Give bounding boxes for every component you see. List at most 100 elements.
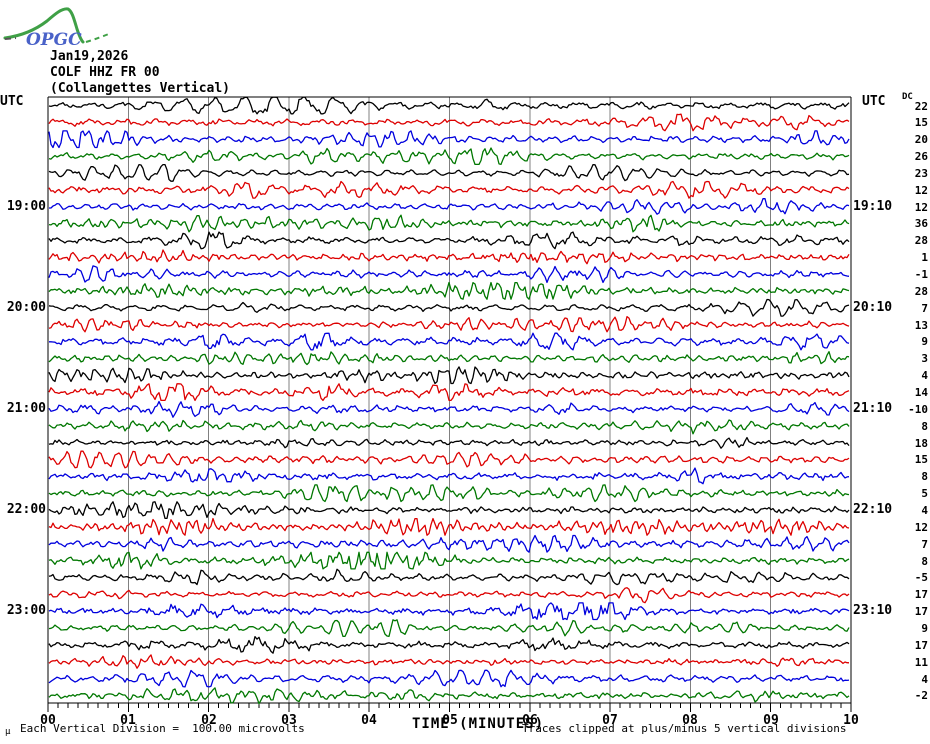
utc-label-left: UTC <box>0 94 24 109</box>
seismogram-trace-1820 <box>48 130 850 149</box>
hour-label-left: 22:00 <box>6 502 46 517</box>
seismogram-trace-2020 <box>49 332 850 351</box>
seismogram-trace-1800 <box>48 96 850 115</box>
dc-value: 15 <box>914 116 928 129</box>
dc-value: 28 <box>914 285 928 298</box>
dc-value: 15 <box>914 453 928 466</box>
seismogram-trace-2100 <box>48 400 850 418</box>
seismogram-trace-2050 <box>48 383 850 402</box>
seismogram-trace-2300 <box>48 602 850 621</box>
seismogram-trace-2320 <box>48 635 850 654</box>
x-tick-label: 08 <box>682 713 698 728</box>
hour-label-right: 23:10 <box>853 603 893 618</box>
hour-label-right: 21:10 <box>853 401 893 416</box>
logo-left-dash <box>4 37 17 40</box>
x-tick-label: 03 <box>281 713 297 728</box>
seismogram-trace-2240 <box>48 568 850 586</box>
seismogram-trace-1920 <box>48 231 850 250</box>
dc-value: 1 <box>921 251 928 264</box>
x-tick-label: 09 <box>763 713 779 728</box>
dc-value: 4 <box>921 504 928 517</box>
hour-label-left: 23:00 <box>6 603 46 618</box>
dc-header-label: DC <box>902 92 913 102</box>
dc-value: 8 <box>921 420 928 433</box>
dc-value: 4 <box>921 673 928 686</box>
seismogram-trace-1910 <box>48 214 850 233</box>
seismogram-trace-1850 <box>48 180 850 199</box>
dc-value: 17 <box>914 639 928 652</box>
seismogram-trace-2330 <box>48 654 850 669</box>
seismogram-trace-2150 <box>48 484 850 503</box>
seismogram-trace-2010 <box>48 315 850 333</box>
seismogram-trace-2000 <box>48 298 850 317</box>
logo-mountain-curve <box>3 7 85 44</box>
dc-value: 17 <box>914 605 928 618</box>
seismogram-trace-2200 <box>48 501 850 520</box>
dc-value: 9 <box>921 622 928 635</box>
seismogram-trace-1900 <box>49 197 850 215</box>
seismogram-trace-2250 <box>48 587 850 604</box>
dc-value: 28 <box>914 234 928 247</box>
x-tick-label: 10 <box>843 713 859 728</box>
dc-value: 23 <box>914 167 928 180</box>
seismogram-trace-2130 <box>48 450 850 469</box>
seismogram-trace-2340 <box>48 669 850 688</box>
header-date: Jan19,2026 <box>50 49 129 64</box>
logo-text: OPGC <box>26 30 82 50</box>
dc-value: -1 <box>914 268 928 281</box>
dc-value: 26 <box>914 150 928 163</box>
hour-label-right: 22:10 <box>853 502 893 517</box>
dc-value: -5 <box>914 571 928 584</box>
seismogram-trace-2030 <box>48 351 850 366</box>
seismogram-trace-2230 <box>48 551 850 570</box>
hour-label-left: 21:00 <box>6 401 46 416</box>
x-tick-label: 07 <box>602 713 618 728</box>
hour-label-right: 19:10 <box>853 199 893 214</box>
x-tick-label: 06 <box>522 713 538 728</box>
dc-value: -10 <box>908 403 928 416</box>
dc-value: 18 <box>914 437 928 450</box>
seismogram-trace-2110 <box>48 419 850 435</box>
dc-value: 5 <box>921 487 928 500</box>
dc-value: 22 <box>914 100 928 113</box>
x-tick-label: 05 <box>442 713 458 728</box>
seismogram-trace-1940 <box>48 265 850 284</box>
corner-mu-glyph: µ <box>5 727 11 737</box>
header-station: COLF HHZ FR 00 <box>50 65 160 80</box>
dc-value: 12 <box>914 184 928 197</box>
dc-value: -2 <box>914 689 928 702</box>
dc-value: 3 <box>921 352 928 365</box>
seismogram-trace-2040 <box>48 366 850 385</box>
seismogram-trace-1840 <box>48 163 850 182</box>
footer-scale-note: Each Vertical Division = 100.00 microvol… <box>20 722 305 735</box>
dc-value: 20 <box>914 133 928 146</box>
seismogram-trace-1810 <box>48 113 850 132</box>
seismogram-trace-2140 <box>48 467 850 485</box>
dc-value: 13 <box>914 319 928 332</box>
seismogram-trace-2310 <box>48 619 850 638</box>
x-tick-label: 01 <box>120 713 136 728</box>
dc-value: 36 <box>914 217 928 230</box>
seismogram-trace-1950 <box>48 281 850 300</box>
dc-value: 7 <box>921 302 928 315</box>
logo-right-dash <box>85 32 112 43</box>
dc-value: 8 <box>921 470 928 483</box>
seismogram-trace-1930 <box>48 249 850 265</box>
footer-clip-note: Traces clipped at plus/minus 5 vertical … <box>522 722 847 735</box>
seismogram-trace-2220 <box>48 534 850 553</box>
dc-value: 17 <box>914 588 928 601</box>
opgc-logo: OPGC <box>3 7 112 50</box>
dc-value: 14 <box>914 386 928 399</box>
seismogram-trace-2210 <box>48 517 850 536</box>
dc-value: 12 <box>914 201 928 214</box>
header-description: (Collangettes Vertical) <box>50 81 231 96</box>
x-tick-label: 00 <box>40 713 56 728</box>
x-tick-label: 02 <box>201 713 217 728</box>
dc-value: 8 <box>921 555 928 568</box>
x-tick-label: 04 <box>361 713 377 728</box>
dc-value: 12 <box>914 521 928 534</box>
x-axis-title: TIME (MINUTES) <box>412 716 545 732</box>
hour-label-left: 20:00 <box>6 300 46 315</box>
